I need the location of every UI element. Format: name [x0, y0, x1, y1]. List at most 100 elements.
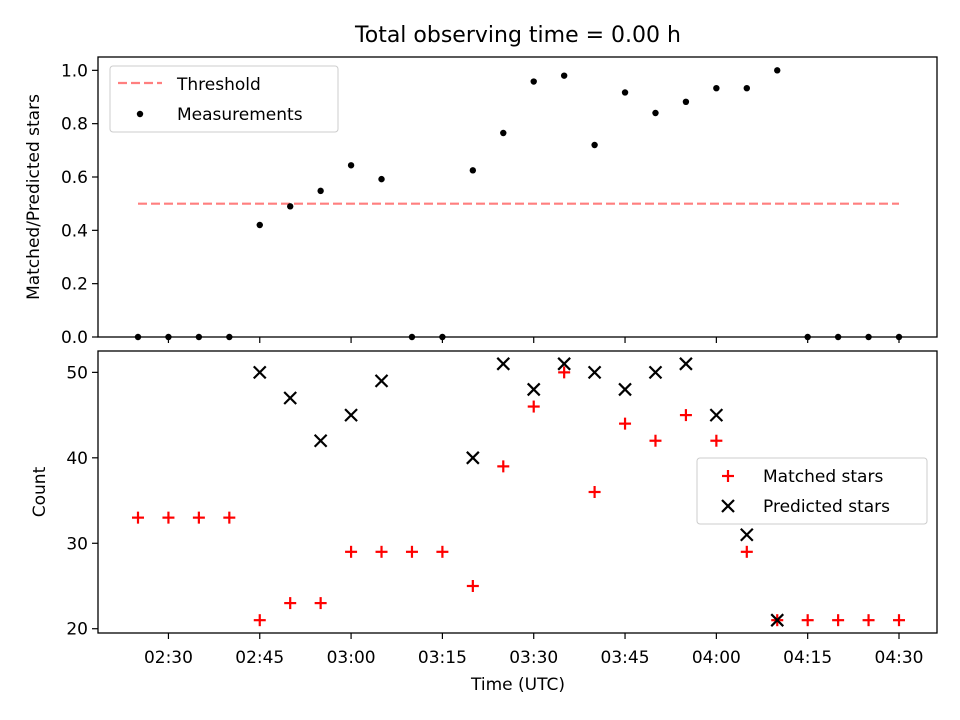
matched-star-point [223, 511, 236, 524]
matched-star-point [375, 545, 388, 558]
legend-threshold-label: Threshold [176, 75, 261, 95]
x-axis-label: Time (UTC) [470, 675, 565, 695]
measurement-point [256, 221, 263, 229]
predicted-star-point [770, 613, 785, 627]
measurement-point [378, 175, 385, 183]
matched-star-point [710, 434, 723, 447]
y-tick-label: 0.2 [61, 275, 88, 295]
matched-star-point [466, 580, 479, 592]
measurement-point [591, 141, 598, 149]
x-tick-label: 04:15 [783, 648, 832, 668]
predicted-star-point [709, 408, 724, 422]
matched-star-point [862, 614, 875, 627]
legend-predicted-swatch [721, 499, 735, 513]
x-tick-label: 03:30 [509, 648, 558, 668]
matched-star-point [558, 366, 571, 379]
measurement-point [774, 67, 781, 74]
y-axis-label: Matched/Predicted stars [24, 94, 44, 300]
y-tick-label: 1.0 [61, 61, 88, 81]
matched-star-point [740, 545, 753, 558]
measurement-point [469, 167, 477, 174]
legend: Threshold Measurements [109, 65, 339, 133]
predicted-star-point [557, 357, 571, 371]
cross-b [313, 433, 328, 448]
y-tick-label: 30 [66, 534, 88, 554]
cross-b [283, 391, 297, 405]
x-tick-label: 03:45 [601, 648, 650, 668]
measurement-point [682, 98, 690, 106]
matched-star-point [832, 614, 845, 627]
matched-star-point [132, 511, 144, 524]
legend-matched-swatch [722, 470, 734, 482]
measurement-point [713, 85, 720, 92]
matched-star-point [345, 545, 358, 558]
measurement-point [530, 78, 537, 85]
legend-measurement-label: Measurements [177, 105, 303, 125]
matched-star-point [436, 545, 449, 558]
matched-star-point [619, 417, 632, 430]
y-tick-label: 0.4 [61, 221, 88, 241]
x-tick-label: 02:45 [235, 648, 284, 668]
measurement-point [621, 89, 629, 96]
y-tick-label: 0.0 [61, 328, 88, 348]
cross-b [587, 365, 602, 380]
cross-b [374, 374, 389, 388]
measurement-point [287, 203, 294, 210]
cross-b [770, 613, 785, 627]
matched-star-point [893, 614, 905, 627]
legend-matched-label: Matched stars [763, 467, 883, 487]
y-tick-label: 0.8 [61, 115, 88, 135]
matched-star-point [649, 434, 662, 447]
cross-b [740, 527, 754, 542]
matched-star-point [801, 614, 814, 627]
predicted-star-point [496, 357, 511, 371]
predicted-star-point [526, 382, 541, 397]
x-tick-label: 03:15 [418, 648, 467, 668]
legend: Matched stars Predicted stars [696, 457, 928, 525]
y-axis-label: Count [30, 466, 50, 517]
predicted-star-point [587, 365, 602, 380]
cross-b [252, 365, 267, 380]
predicted-star-point [648, 365, 663, 380]
matched-star-point [192, 511, 205, 524]
predicted-star-point [618, 382, 632, 397]
matched-star-point [405, 545, 418, 558]
cross-b [344, 408, 358, 422]
y-tick-label: 40 [66, 449, 88, 469]
legend-box [109, 65, 339, 133]
predicted-star-point [252, 365, 267, 380]
predicted-star-point [466, 451, 480, 465]
cross-b [721, 499, 735, 513]
measurement-point [347, 162, 355, 169]
x-tick-label: 04:00 [692, 648, 741, 668]
ratio-plot-frame [97, 56, 938, 338]
matched-star-point [284, 597, 297, 610]
measurement-point [743, 85, 750, 92]
predicted-star-point [679, 357, 693, 371]
matched-star-point [679, 409, 692, 422]
x-tick-label: 04:30 [875, 648, 924, 668]
legend-box [696, 457, 928, 525]
matched-star-point [527, 400, 540, 413]
measurement-point [500, 129, 507, 137]
measurement-point [317, 187, 324, 195]
y-tick-label: 0.6 [61, 168, 88, 188]
measurement-point [652, 109, 659, 117]
predicted-star-point [344, 408, 358, 422]
predicted-star-point [313, 433, 328, 448]
legend-predicted-label: Predicted stars [763, 497, 890, 517]
y-tick-label: 20 [66, 620, 88, 640]
matched-star-point [314, 597, 327, 610]
cross-b [709, 408, 724, 422]
x-tick-label: 02:30 [144, 648, 193, 668]
cross-b [679, 357, 693, 371]
predicted-star-point [740, 527, 754, 542]
x-tick-label: 03:00 [327, 648, 376, 668]
cross-b [496, 357, 511, 371]
chart-title: Total observing time = 0.00 h [354, 23, 681, 48]
count-panel: 20 30 40 50 02:30 02:45 03:00 03:15 03:30 03:45 04… [30, 350, 938, 668]
legend-measurement-swatch [136, 110, 144, 118]
cross-b [618, 382, 632, 397]
cross-b [648, 365, 663, 380]
